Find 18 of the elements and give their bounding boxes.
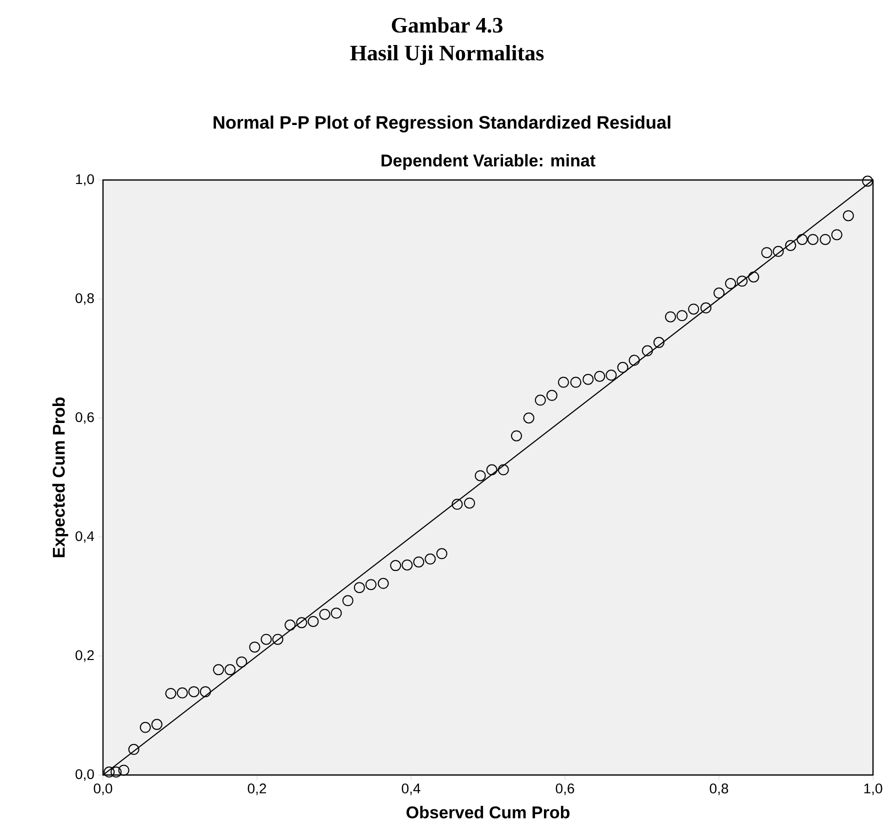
text: Gambar 4.3 <box>392 17 502 33</box>
chart-title: Normal P-P Plot of Regression Standardized Residual <box>214 116 670 132</box>
x-tick-label: 1,0 <box>864 784 882 796</box>
y-tick-label: 0,2 <box>76 650 94 662</box>
x-tick-label: 0,8 <box>710 784 728 796</box>
x-tick-label: 0,2 <box>248 784 266 796</box>
y-tick-label: 0,6 <box>76 412 94 424</box>
y-tick-label: 0,0 <box>76 769 94 781</box>
y-tick-label: 0,8 <box>76 293 94 305</box>
y-tick-label: 0,4 <box>76 531 94 543</box>
x-tick-label: 0,4 <box>402 784 420 796</box>
x-axis-title: Observed Cum Prob <box>406 806 570 818</box>
y-axis-title: Expected Cum Prob <box>52 397 68 558</box>
y-tick-label: 1,0 <box>76 174 94 186</box>
chart-subtitle: Dependent Variable: minat <box>382 154 596 170</box>
x-tick-label: 0,0 <box>94 784 112 796</box>
text: Hasil Uji Normalitas <box>350 45 544 65</box>
x-tick-label: 0,6 <box>556 784 574 796</box>
